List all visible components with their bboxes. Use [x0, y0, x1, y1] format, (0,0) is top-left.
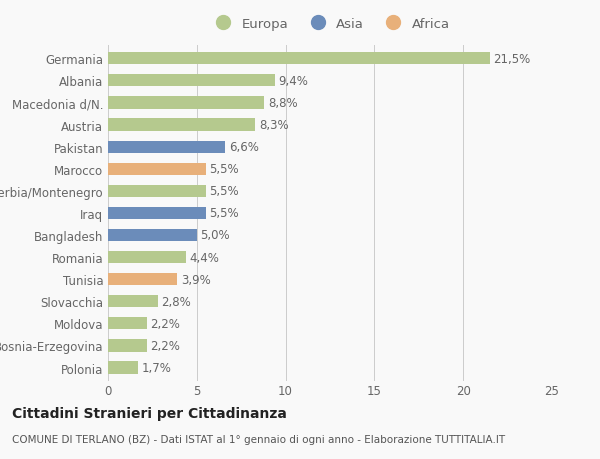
Bar [108, 75, 275, 87]
Text: COMUNE DI TERLANO (BZ) - Dati ISTAT al 1° gennaio di ogni anno - Elaborazione TU: COMUNE DI TERLANO (BZ) - Dati ISTAT al 1… [12, 434, 505, 444]
Bar [108, 340, 147, 352]
Bar [108, 141, 225, 153]
Text: Cittadini Stranieri per Cittadinanza: Cittadini Stranieri per Cittadinanza [12, 406, 287, 420]
Text: 2,8%: 2,8% [161, 295, 191, 308]
Text: 21,5%: 21,5% [493, 53, 530, 66]
Text: 5,5%: 5,5% [209, 185, 239, 198]
Bar [108, 163, 206, 175]
Text: 1,7%: 1,7% [142, 361, 172, 374]
Bar [108, 97, 264, 109]
Text: 8,8%: 8,8% [268, 97, 298, 110]
Bar [108, 252, 186, 263]
Bar [108, 362, 138, 374]
Text: 8,3%: 8,3% [259, 119, 289, 132]
Bar [108, 230, 197, 241]
Text: 2,2%: 2,2% [151, 339, 181, 352]
Bar [108, 185, 206, 197]
Text: 5,5%: 5,5% [209, 163, 239, 176]
Text: 4,4%: 4,4% [190, 251, 220, 264]
Text: 9,4%: 9,4% [278, 75, 308, 88]
Text: 6,6%: 6,6% [229, 141, 259, 154]
Bar [108, 207, 206, 219]
Bar [108, 296, 158, 308]
Bar [108, 119, 256, 131]
Legend: Europa, Asia, Africa: Europa, Asia, Africa [205, 12, 455, 36]
Text: 5,0%: 5,0% [200, 229, 230, 242]
Text: 5,5%: 5,5% [209, 207, 239, 220]
Text: 2,2%: 2,2% [151, 317, 181, 330]
Text: 3,9%: 3,9% [181, 273, 211, 286]
Bar [108, 318, 147, 330]
Bar [108, 274, 177, 285]
Bar [108, 53, 490, 65]
